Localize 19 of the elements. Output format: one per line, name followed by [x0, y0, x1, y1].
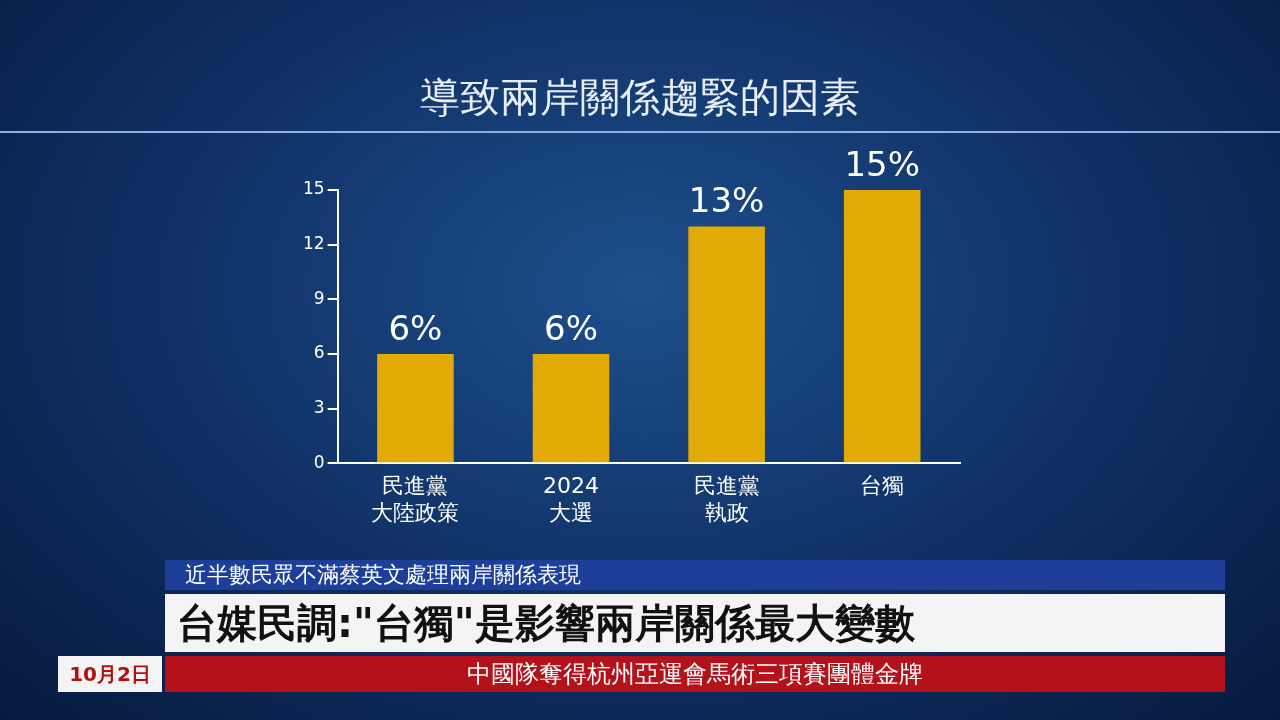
data-label: 6%: [544, 307, 598, 348]
text: 10月2日: [58, 656, 162, 692]
y-tick-label: 6: [313, 342, 325, 363]
text: 近半數民眾不滿蔡英文處理兩岸關係表現: [165, 560, 1225, 590]
y-tick-label: 12: [302, 233, 325, 254]
data-label: 15%: [844, 143, 920, 184]
x-tick-label: 台獨: [860, 473, 905, 499]
x-tick-label: 2024 大選: [543, 473, 600, 525]
y-tick-label: 3: [313, 396, 325, 417]
x-tick-label: 民進黨大陸政策: [371, 473, 460, 525]
data-label: 13%: [688, 180, 765, 221]
data-label: 6%: [388, 307, 443, 348]
text: 台媒民調:"台獨"是影響兩岸關係最大變數: [165, 594, 1225, 652]
y-tick-label: 15: [302, 178, 325, 199]
x-tick-label: 民進黨執政: [693, 473, 760, 525]
chart-title: 導致兩岸關係趨緊的因素: [419, 73, 861, 122]
text: 中國隊奪得杭州亞運會馬術三項賽團體金牌: [165, 656, 1225, 692]
y-tick-label: 9: [313, 287, 325, 308]
y-tick-label: 0: [313, 451, 325, 472]
